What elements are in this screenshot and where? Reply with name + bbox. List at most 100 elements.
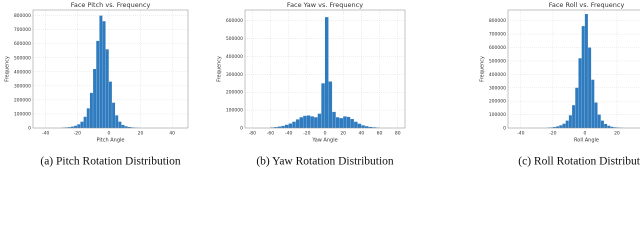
x-axis-label: Roll Angle xyxy=(574,138,599,144)
chart-title: Face Pitch vs. Frequency xyxy=(71,1,151,9)
bar xyxy=(365,126,369,128)
x-tick-label: -80 xyxy=(249,131,256,137)
y-tick-label: 700000 xyxy=(489,32,506,38)
x-tick-label: 80 xyxy=(395,131,401,137)
bar xyxy=(604,123,608,128)
bar xyxy=(115,115,119,128)
y-tick-label: 200000 xyxy=(14,97,31,103)
y-tick-label: 200000 xyxy=(489,99,506,105)
caption: (b) Yaw Rotation Distribution xyxy=(256,156,394,168)
x-tick-label: 20 xyxy=(614,131,620,137)
bar xyxy=(112,102,116,128)
y-tick-label: 400000 xyxy=(489,72,506,78)
bar xyxy=(613,127,617,128)
bar xyxy=(572,105,576,128)
x-tick-label: 0 xyxy=(107,131,110,137)
bar xyxy=(597,114,601,128)
y-tick-label: 500000 xyxy=(226,36,243,42)
y-tick-label: 600000 xyxy=(489,45,506,51)
x-tick-label: -20 xyxy=(303,131,310,137)
caption: (c) Roll Rotation Distribution xyxy=(518,156,640,168)
y-tick-label: 600000 xyxy=(14,41,31,47)
y-tick-label: 800000 xyxy=(489,18,506,24)
bar xyxy=(581,26,585,128)
bar xyxy=(64,127,68,128)
bar xyxy=(102,21,106,128)
bar xyxy=(578,58,582,128)
bar xyxy=(118,121,122,128)
bar xyxy=(310,116,314,128)
y-tick-label: 300000 xyxy=(14,83,31,89)
x-tick-label: -40 xyxy=(517,131,524,137)
y-tick-label: 300000 xyxy=(489,85,506,91)
bar xyxy=(591,79,595,128)
bar xyxy=(559,125,563,128)
bar xyxy=(350,119,354,128)
y-tick-label: 400000 xyxy=(14,69,31,75)
bar xyxy=(575,87,579,128)
x-tick-label: 0 xyxy=(583,131,586,137)
bar xyxy=(584,14,588,128)
bar xyxy=(86,108,90,128)
bar xyxy=(368,126,373,128)
bar xyxy=(594,102,598,128)
bar xyxy=(321,83,325,128)
bar xyxy=(131,127,135,128)
y-tick-label: 700000 xyxy=(14,27,31,33)
x-tick-label: -40 xyxy=(42,131,49,137)
bar xyxy=(568,115,572,128)
y-tick-label: 500000 xyxy=(14,55,31,61)
bar xyxy=(346,116,351,128)
y-tick-label: 100000 xyxy=(14,111,31,117)
bar xyxy=(288,123,293,128)
y-tick-label: 600000 xyxy=(226,18,243,24)
bar xyxy=(562,123,566,128)
x-tick-label: -20 xyxy=(74,131,81,137)
x-tick-label: 0 xyxy=(324,131,327,137)
y-tick-label: 0 xyxy=(28,126,31,132)
bar xyxy=(93,69,97,128)
y-tick-label: 100000 xyxy=(226,108,243,114)
plot-frame xyxy=(244,9,406,129)
y-tick-label: 100000 xyxy=(489,112,506,118)
chart-title: Face Yaw vs. Frequency xyxy=(287,1,363,9)
bar xyxy=(292,121,296,128)
bar xyxy=(67,127,71,128)
bar xyxy=(325,17,329,128)
bar xyxy=(124,126,128,128)
bar xyxy=(556,126,560,128)
bar xyxy=(108,81,112,128)
x-axis-label: Pitch Angle xyxy=(97,138,125,144)
x-axis-label: Yaw Angle xyxy=(311,138,337,144)
bar xyxy=(70,126,74,128)
figure: 0100000200000300000400000500000600000700… xyxy=(5,1,640,168)
bar xyxy=(361,125,365,128)
bar xyxy=(607,125,611,128)
bar xyxy=(357,123,362,128)
bar xyxy=(314,117,318,128)
x-tick-label: -40 xyxy=(285,131,292,137)
bar xyxy=(295,119,300,128)
bar xyxy=(299,117,303,128)
x-tick-label: 40 xyxy=(358,131,364,137)
bar xyxy=(285,124,289,128)
bar xyxy=(105,49,109,129)
bar xyxy=(77,124,81,128)
bar xyxy=(335,117,340,128)
bar xyxy=(588,47,592,128)
bar xyxy=(565,120,569,128)
caption: (a) Pitch Rotation Distribution xyxy=(40,156,180,168)
y-axis-label: Frequency xyxy=(5,56,11,82)
x-tick-label: 20 xyxy=(138,131,144,137)
bar xyxy=(121,124,125,128)
bar xyxy=(317,113,322,128)
y-tick-label: 800000 xyxy=(14,13,31,19)
y-tick-label: 0 xyxy=(240,126,243,132)
bar xyxy=(274,127,278,128)
bar xyxy=(89,92,93,128)
bar xyxy=(277,126,282,128)
y-axis-label: Frequency xyxy=(480,56,486,82)
plot-frame xyxy=(32,9,189,129)
bar xyxy=(354,121,358,128)
bar xyxy=(343,116,347,128)
